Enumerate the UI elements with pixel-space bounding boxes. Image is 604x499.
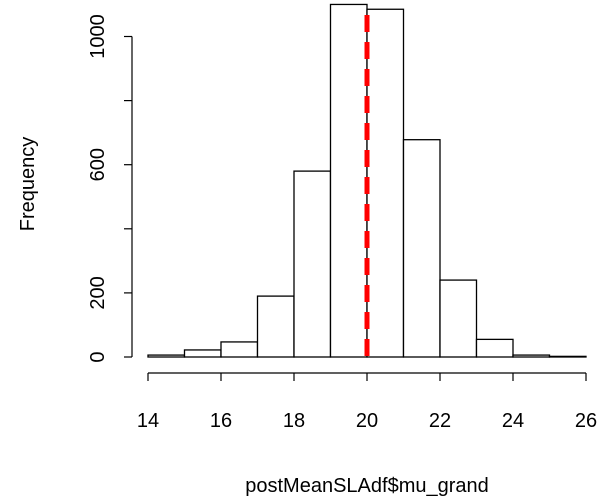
histogram-bar: [256, 295, 295, 358]
histogram-bar: [329, 3, 368, 358]
y-tick-label: 0: [87, 351, 109, 362]
histogram-bar: [548, 355, 587, 358]
x-axis-title: postMeanSLAdf$mu_grand: [245, 475, 489, 497]
histogram-bar: [402, 139, 441, 358]
y-tick-label: 600: [87, 148, 109, 181]
y-tick-label: 200: [87, 276, 109, 309]
y-axis: 0 200 600 1000: [87, 14, 133, 363]
histogram-bar: [366, 8, 405, 358]
x-tick-label: 26: [575, 410, 597, 432]
x-tick-label: 24: [502, 410, 524, 432]
histogram-bar: [220, 341, 259, 358]
x-tick-label: 18: [283, 410, 305, 432]
histogram-bar: [439, 279, 478, 358]
x-tick-label: 20: [356, 410, 378, 432]
x-tick-label: 14: [137, 410, 159, 432]
x-tick-label: 16: [210, 410, 232, 432]
y-tick-label: 1000: [87, 14, 109, 59]
histogram-bars: [147, 3, 587, 358]
histogram-bar: [183, 349, 222, 358]
x-tick-label: 22: [429, 410, 451, 432]
histogram-bar: [147, 354, 186, 358]
x-axis: 14 16 18 20 22 24 26: [137, 372, 597, 432]
histogram-bar: [512, 354, 551, 358]
y-axis-title: Frequency: [17, 137, 39, 232]
histogram-bar: [475, 338, 514, 358]
histogram-bar: [293, 170, 332, 358]
